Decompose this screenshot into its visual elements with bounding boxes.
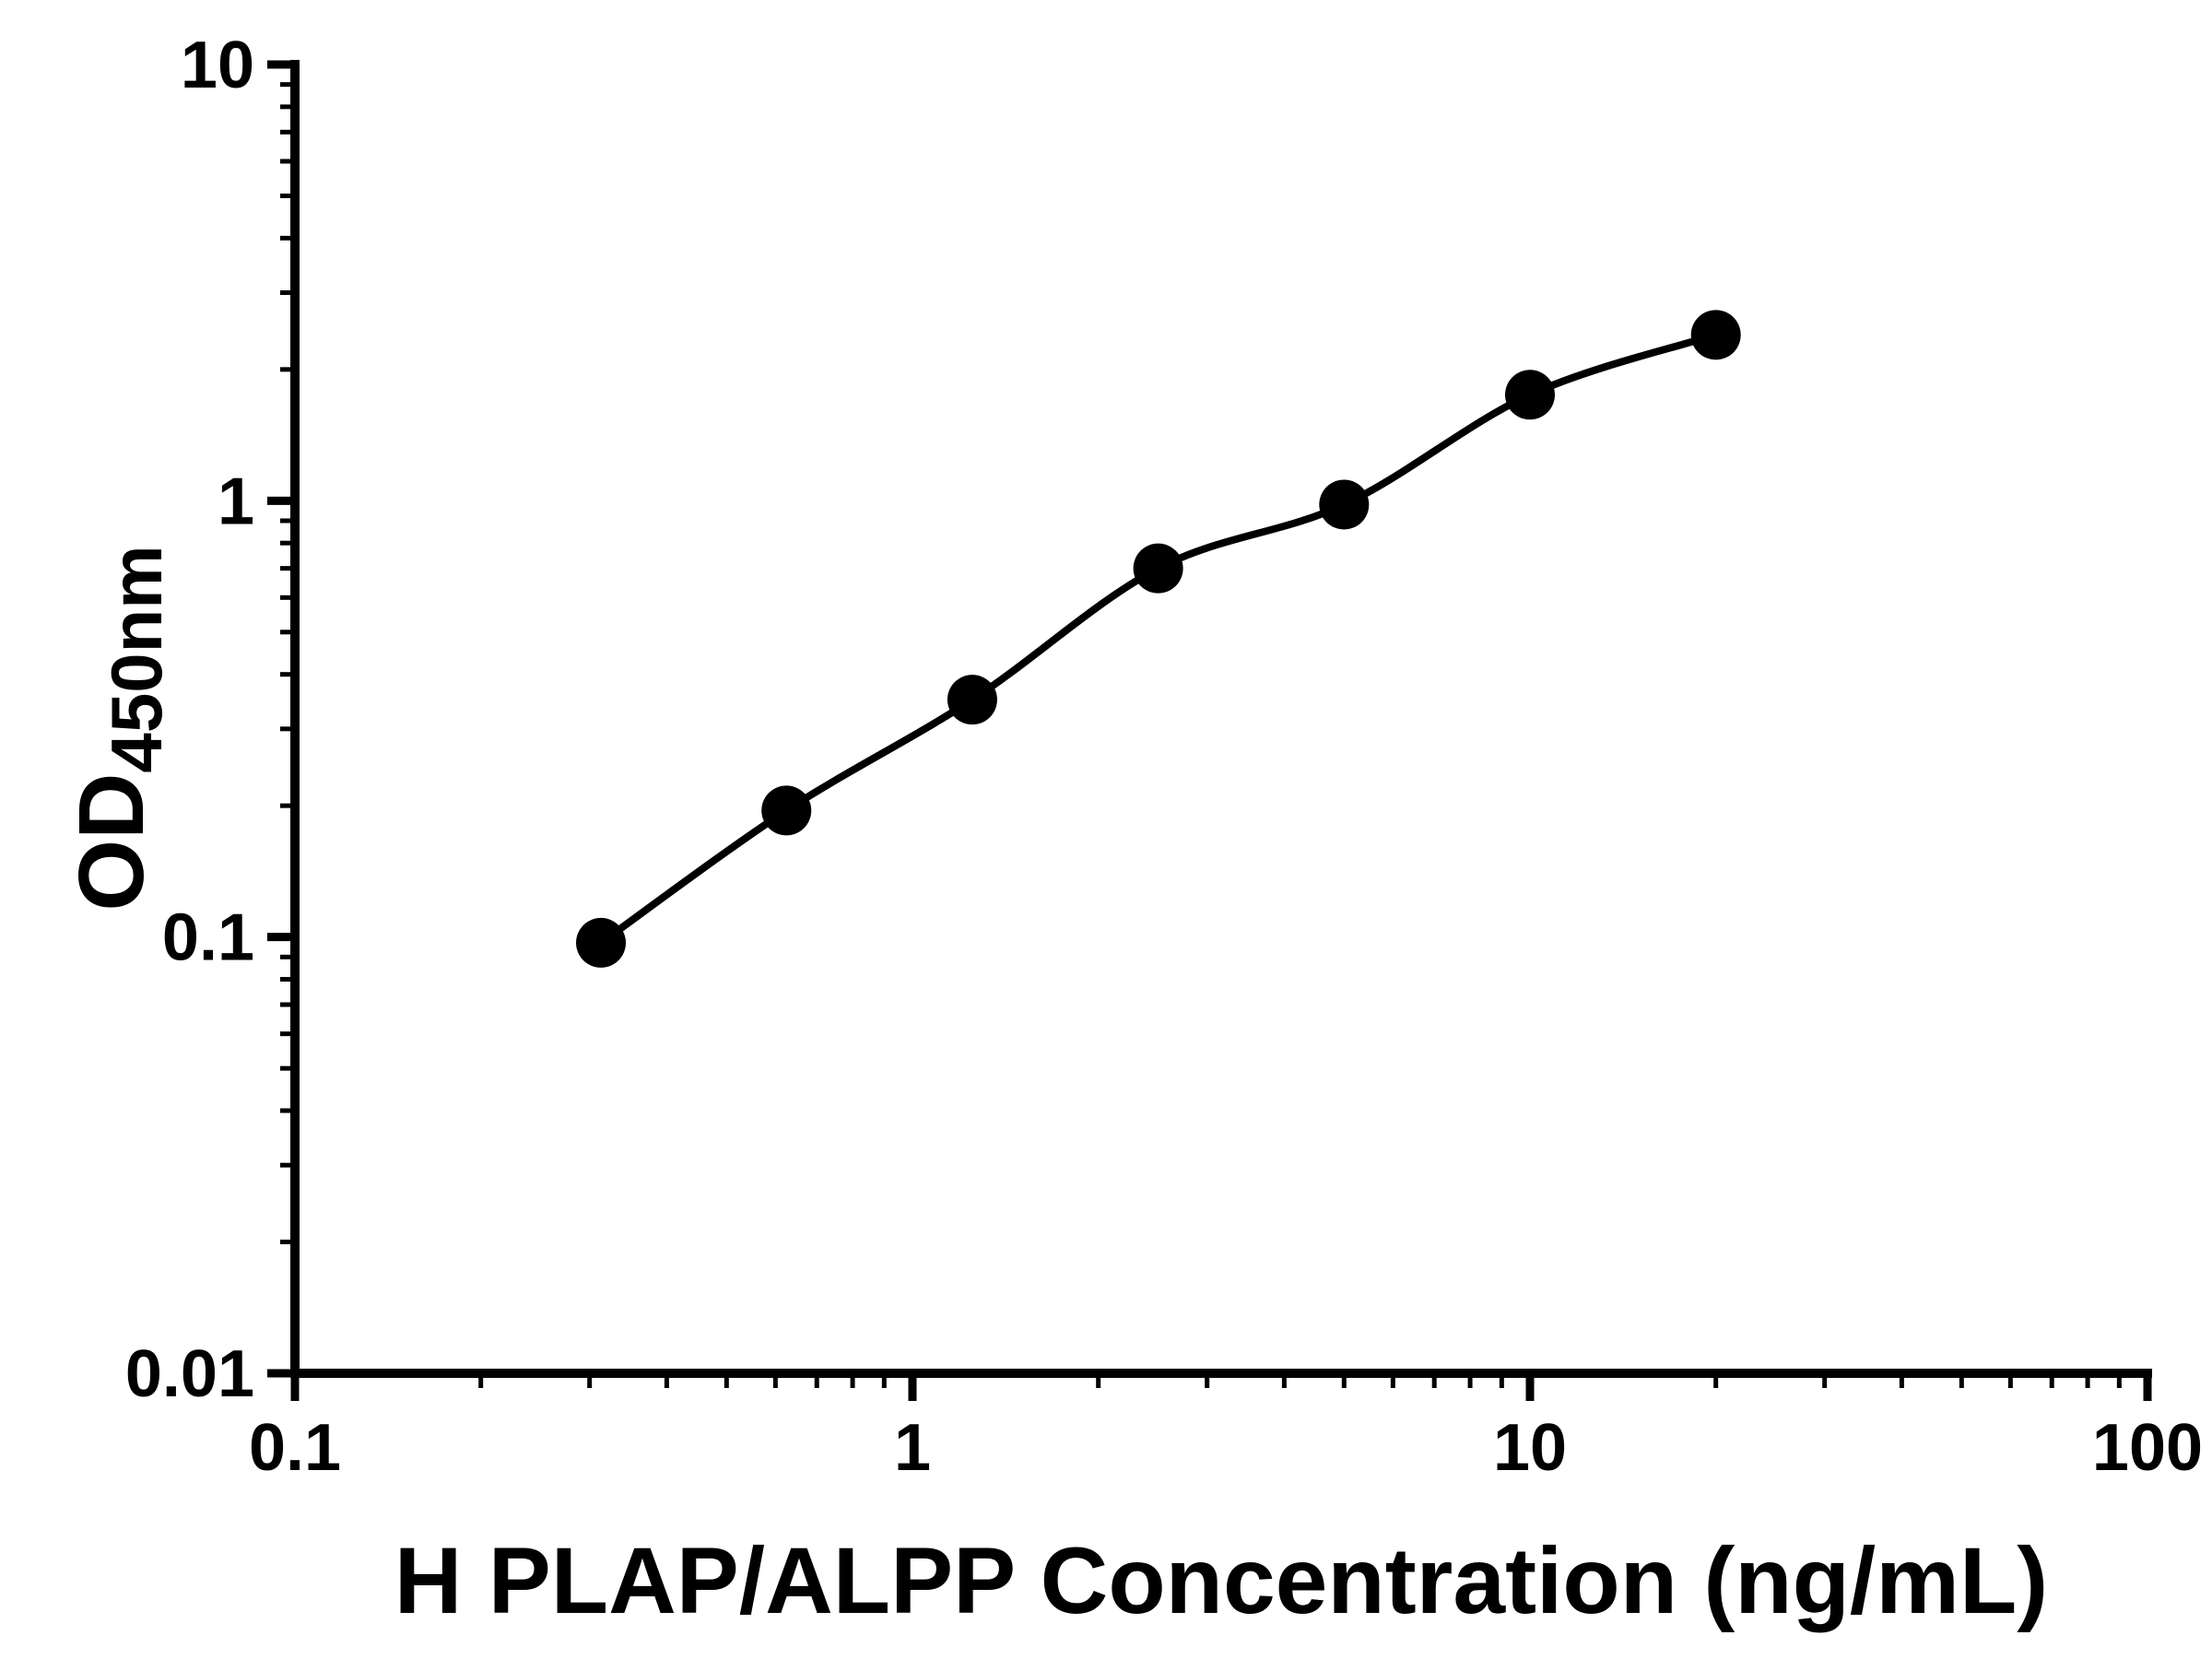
y-tick-label: 0.01 [125,1337,254,1411]
data-point-marker [1505,370,1555,420]
x-tick-label: 0.1 [249,1411,341,1485]
x-tick-label: 100 [2092,1411,2203,1485]
y-axis-title: OD450nm [60,545,177,911]
data-point-marker [576,917,627,968]
y-axis-title-main: OD [60,773,163,912]
x-axis-title: H PLAP/ALPP Concentration (ng/mL) [394,1528,2048,1633]
data-point-marker [1690,310,1741,360]
x-tick-label: 1 [894,1411,931,1485]
data-point-marker [947,675,997,725]
axes-line [290,60,2152,1378]
data-point-marker [1319,479,1370,530]
y-axis-title-subscript: 450nm [96,545,177,772]
data-point-marker [761,785,812,836]
x-tick-label: 10 [1493,1411,1567,1485]
y-tick-label: 1 [218,465,254,538]
standard-curve-line [598,331,1717,947]
y-tick-label: 10 [181,29,254,102]
data-point-marker [1133,543,1183,594]
y-tick-label: 0.1 [162,901,254,975]
